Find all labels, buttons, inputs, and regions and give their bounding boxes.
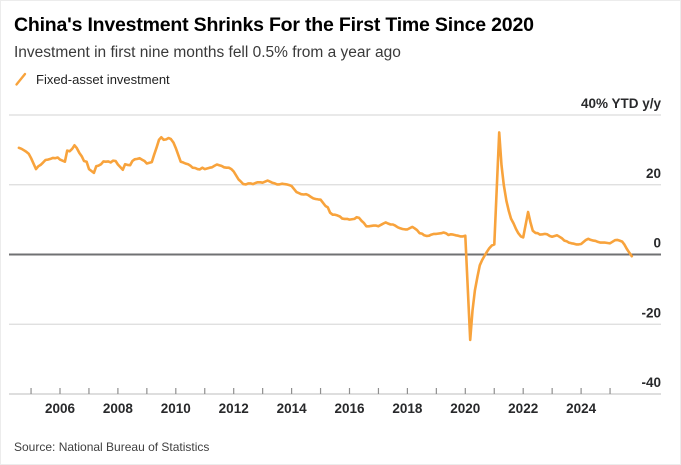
- y-axis-label: -20: [641, 305, 661, 320]
- x-axis-label: 2016: [334, 401, 365, 416]
- x-axis-label: 2012: [219, 401, 249, 416]
- chart-subtitle: Investment in first nine months fell 0.5…: [14, 44, 401, 61]
- chart-title: China's Investment Shrinks For the First…: [14, 14, 534, 36]
- x-axis-label: 2010: [161, 401, 191, 416]
- x-axis-label: 2006: [45, 401, 76, 416]
- y-axis-label: 20: [646, 166, 661, 181]
- source-note: Source: National Bureau of Statistics: [14, 440, 210, 454]
- y-axis-label: 40% YTD y/y: [581, 96, 662, 111]
- x-axis-label: 2020: [450, 401, 480, 416]
- y-axis-label: -40: [641, 375, 661, 390]
- y-axis-label: 0: [653, 236, 661, 251]
- legend-slash-icon: [15, 72, 27, 86]
- x-axis-label: 2018: [392, 401, 423, 416]
- x-axis-label: 2014: [277, 401, 308, 416]
- x-axis-label: 2008: [103, 401, 134, 416]
- fixed-asset-investment-series-line: [17, 131, 634, 342]
- x-axis-label: 2022: [508, 401, 538, 416]
- legend: Fixed-asset investment: [14, 72, 170, 87]
- legend-label: Fixed-asset investment: [36, 72, 170, 87]
- x-axis-label: 2024: [566, 401, 597, 416]
